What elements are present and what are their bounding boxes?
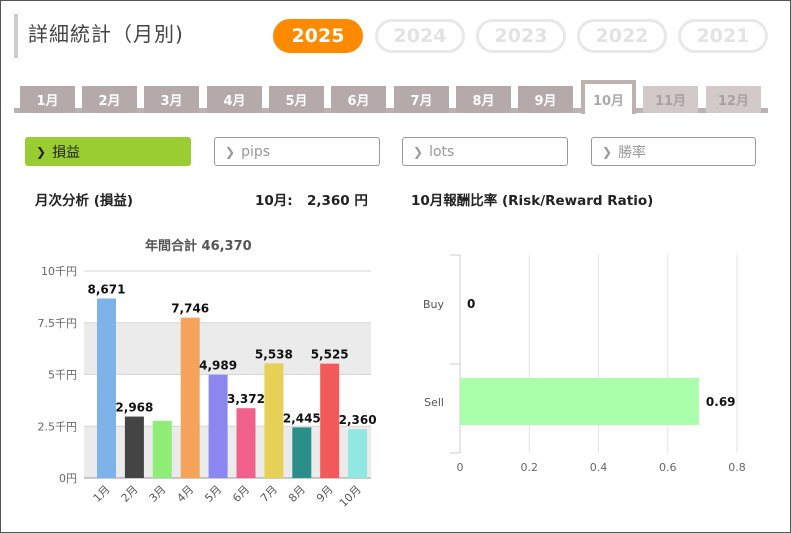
rr-ratio-chart: 0 0.2 0.4 0.6 0.8 Buy 0 Sell 0.69 [423,254,746,474]
month-tab-7[interactable]: 7月 [394,86,449,113]
x-tick-label: 2月 [119,483,141,505]
filter-label: 損益 [52,144,81,161]
month-tab-strip [14,108,768,113]
bar [292,427,312,478]
x-tick-label: 7月 [258,483,280,505]
bar-data-label: 3,372 [227,392,265,406]
bar-data-label: 7,746 [171,302,209,316]
filter-button-winrate[interactable]: ❯ 勝率 [591,137,756,166]
month-tab-6[interactable]: 6月 [331,86,386,113]
bar [152,420,172,478]
bar [236,408,256,478]
y-tick-label: 10千円 [41,265,77,278]
y-tick-label: 0円 [59,472,77,485]
filter-label: pips [241,143,271,160]
x-tick-label: 6月 [230,483,252,505]
month-tab-2[interactable]: 2月 [82,86,137,113]
month-total-value: 2,360 円 [307,193,368,209]
filter-button-lots[interactable]: ❯ lots [402,137,568,166]
y-tick-label: 2.5千円 [38,420,78,433]
filter-button-pips[interactable]: ❯ pips [214,137,380,166]
chevron-right-icon: ❯ [413,144,424,159]
y-tick-label: Sell [424,396,444,409]
x-tick-label: 4月 [174,483,196,505]
x-tick-label: 0 [457,461,464,474]
bar [208,374,228,478]
month-tab-1[interactable]: 1月 [20,86,75,113]
bar [264,363,284,478]
chevron-right-icon: ❯ [36,144,47,159]
month-tab-5[interactable]: 5月 [269,86,324,113]
bar-data-label: 2,968 [115,401,153,415]
bar [460,378,699,425]
title-accent-bar [14,14,18,58]
y-tick-label: 7.5千円 [38,317,78,330]
page-title: 詳細統計（月別) [28,22,184,46]
year-button-2023[interactable]: 2023 [476,19,566,53]
x-tick-label: 1月 [91,483,113,505]
bar [180,317,200,478]
bar-data-label: 4,989 [199,359,237,373]
month-tab-3[interactable]: 3月 [144,86,199,113]
month-tab-9[interactable]: 9月 [518,86,573,113]
chevron-right-icon: ❯ [225,144,236,159]
year-button-2021[interactable]: 2021 [678,19,768,53]
x-tick-label: 0.6 [659,461,677,474]
filter-label: 勝率 [618,144,647,161]
bar-data-label: 0 [467,297,475,311]
bar-data-label: 5,525 [311,348,349,362]
x-tick-label: 0.2 [521,461,539,474]
bar [124,416,144,478]
x-tick-label: 3月 [147,483,169,505]
bar-data-label: 5,538 [255,347,293,361]
year-button-2024[interactable]: 2024 [375,19,465,53]
y-tick-label: Buy [423,298,445,311]
chevron-right-icon: ❯ [602,144,613,159]
monthly-analysis-heading: 月次分析 (損益) [35,193,134,209]
bar [320,363,340,478]
bar-data-label: 0.69 [706,395,736,409]
y-tick-label: 5千円 [48,369,77,382]
bar [97,298,116,478]
x-tick-label: 10月 [337,483,364,510]
bar [348,429,368,478]
month-tab-12[interactable]: 12月 [706,86,761,113]
annual-total-title: 年間合計 46,370 [145,239,252,254]
bar-data-label: 2,445 [283,411,321,425]
x-tick-label: 8月 [286,483,308,505]
rr-ratio-heading: 10月報酬比率 (Risk/Reward Ratio) [411,193,654,209]
month-tab-4[interactable]: 4月 [207,86,262,113]
month-tab-10[interactable]: 10月 [581,80,636,114]
x-tick-label: 9月 [314,483,336,505]
x-tick-label: 5月 [202,483,224,505]
month-total-label: 10月: [255,193,293,209]
filter-button-pnl[interactable]: ❯ 損益 [25,137,191,166]
month-tab-11[interactable]: 11月 [643,86,698,113]
x-tick-label: 0.4 [590,461,608,474]
filter-label: lots [429,143,455,160]
x-tick-label: 0.8 [728,461,746,474]
year-button-2025[interactable]: 2025 [273,19,363,53]
month-tab-8[interactable]: 8月 [456,86,511,113]
bar-data-label: 8,671 [88,283,126,297]
bar-data-label: 2,360 [339,413,377,427]
year-button-2022[interactable]: 2022 [577,19,667,53]
monthly-pnl-chart: 0円 2.5千円 5千円 7.5千円 10千円 8,671 1月 2,968 2月 3月 7,746… [38,265,377,510]
